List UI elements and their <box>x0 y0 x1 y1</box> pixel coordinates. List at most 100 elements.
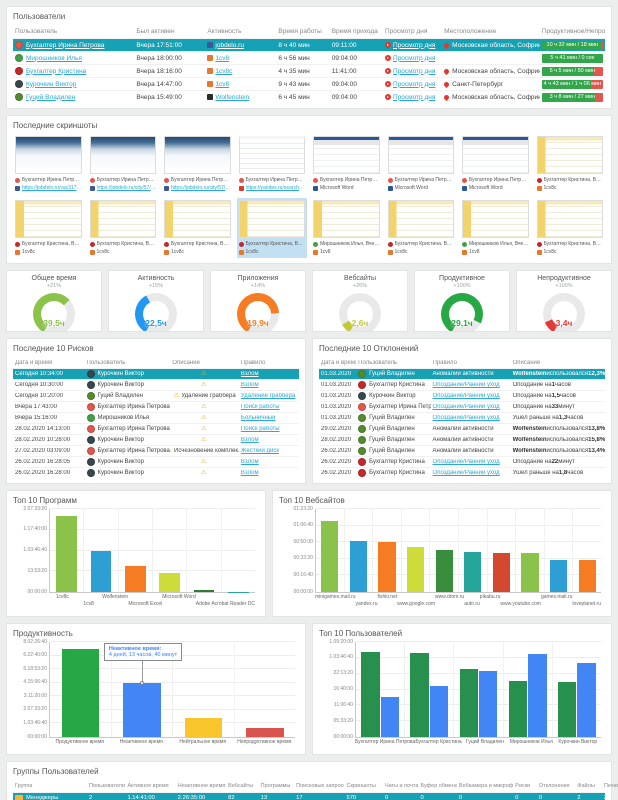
risk-row[interactable]: 28.02.2020 10:28:00 Курочкин Виктор ⚠ Взлом <box>13 434 299 445</box>
bar[interactable] <box>410 653 429 737</box>
deviation-row[interactable]: 26.02.2020 Бухгалтер Кристина Опоздание/Ра… <box>319 467 605 478</box>
activity-link[interactable]: 1cv8 <box>215 54 230 62</box>
screenshot-source-link[interactable]: https://jobdelo.ru/city/57/budge... <box>171 185 231 191</box>
risk-row[interactable]: Вчера 17:43:00 Бухгалтер Ирина Петрова ⚠ По… <box>13 401 299 412</box>
bar[interactable] <box>123 683 161 737</box>
bar[interactable] <box>550 559 568 592</box>
bar[interactable] <box>464 551 482 592</box>
deviation-rule-link[interactable]: Опоздание/Ранний уход <box>432 404 500 410</box>
deviation-rule-link[interactable]: Опоздание/Ранний уход <box>432 382 500 388</box>
screenshot-thumbnail[interactable] <box>238 200 305 238</box>
user-row[interactable]: Бухгалтер Кристина Вчера 18:16:00 1cv8c 4 ч… <box>13 64 605 77</box>
activity-link[interactable]: 1cv8c <box>215 67 233 75</box>
view-day-link[interactable]: Просмотр дня <box>392 93 436 101</box>
user-link[interactable]: Мирошников Илья <box>26 54 82 62</box>
risk-row[interactable]: Сегодня 10:30:00 Курочкин Виктор ⚠ Взлом <box>13 379 299 390</box>
deviation-row[interactable]: 28.02.2020 Гуций Владилен Аномалии активно… <box>319 434 605 445</box>
bar[interactable] <box>124 566 146 592</box>
screenshot-thumbnail[interactable] <box>89 200 156 238</box>
screenshot-card[interactable]: Бухгалтер Кристина, Вчера 16... 1cv8c <box>386 198 457 258</box>
bar[interactable] <box>361 652 380 737</box>
deviation-row[interactable]: 01.03.2020 Гуций Владилен Опоздание/Ранний… <box>319 412 605 423</box>
bar[interactable] <box>61 648 99 737</box>
bar[interactable] <box>56 516 77 592</box>
bar[interactable] <box>349 540 367 592</box>
bar[interactable] <box>508 680 528 737</box>
bar[interactable] <box>407 546 425 592</box>
bar[interactable] <box>378 541 396 592</box>
risk-rule-link[interactable]: Взлом <box>240 470 259 476</box>
risk-row[interactable]: Сегодня 10:20:00 Гуций Владилен ⚠ Удаление … <box>13 390 299 401</box>
deviation-row[interactable]: 01.03.2020 Гуций Владилен Аномалии активно… <box>319 368 605 379</box>
view-day-link[interactable]: Просмотр дня <box>392 54 436 62</box>
risk-rule-link[interactable]: Взлом <box>240 382 259 388</box>
screenshot-thumbnail[interactable] <box>164 200 231 238</box>
screenshot-card[interactable]: Мирошников Илья, Вчера 16... 1cv8 <box>460 198 531 258</box>
user-link[interactable]: Бухгалтер Ирина Петрова <box>26 41 105 49</box>
screenshot-thumbnail[interactable] <box>462 200 529 238</box>
user-row[interactable]: Бухгалтер Ирина Петрова Вчера 17:51:00 job… <box>13 38 605 51</box>
deviation-rule-link[interactable]: Опоздание/Ранний уход <box>432 393 500 399</box>
bar[interactable] <box>459 668 478 737</box>
risk-rule-link[interactable]: Поиск работы <box>240 404 280 410</box>
view-day-link[interactable]: Просмотр дня <box>392 80 436 88</box>
view-day-link[interactable]: Просмотр дня <box>392 67 436 75</box>
bar[interactable] <box>159 572 180 592</box>
bar[interactable] <box>429 685 449 737</box>
bar[interactable] <box>193 589 215 592</box>
deviation-rule-link[interactable]: Опоздание/Ранний уход <box>432 415 500 421</box>
bar[interactable] <box>578 559 596 592</box>
activity-link[interactable]: 1cv8 <box>215 80 230 88</box>
bar[interactable] <box>380 697 399 737</box>
deviation-row[interactable]: 01.03.2020 Бухгалтер Кристина Опоздание/Ра… <box>319 379 605 390</box>
deviation-row[interactable]: 29.02.2020 Гуций Владилен Аномалии активно… <box>319 423 605 434</box>
user-row[interactable]: Курочкин Виктор Вчера 14:47:00 1cv8 9 ч 43 … <box>13 77 605 90</box>
screenshot-thumbnail[interactable] <box>89 136 156 174</box>
screenshot-thumbnail[interactable] <box>387 200 454 238</box>
screenshot-card[interactable]: Бухгалтер Кристина, Вчера 17... 1cv8c <box>535 134 606 194</box>
risk-row[interactable]: 26.02.2020 16:28:05 Курочкин Виктор ⚠ Взлом <box>13 456 299 467</box>
deviation-row[interactable]: 01.03.2020 Курочкин Виктор Опоздание/Ранни… <box>319 390 605 401</box>
screenshot-card[interactable]: Бухгалтер Ирина Петрова, Вч... https://jo… <box>88 134 159 194</box>
bar[interactable] <box>435 549 453 592</box>
screenshot-card[interactable]: Бухгалтер Кристина, Вчера 16... 1cv8c <box>535 198 606 258</box>
screenshot-thumbnail[interactable] <box>387 136 454 174</box>
screenshot-card[interactable]: Бухгалтер Ирина Петрова, Вч... https://jo… <box>13 134 84 194</box>
screenshot-source-link[interactable]: https://yandex.ru/search/?lr=10... <box>245 185 306 191</box>
activity-link[interactable]: Wolfenstein <box>215 93 250 101</box>
risk-rule-link[interactable]: Поиск работы <box>240 426 280 432</box>
bar[interactable] <box>492 552 510 592</box>
screenshot-card[interactable]: Бухгалтер Ирина Петрова, Вч... https://ya… <box>237 134 308 194</box>
screenshot-source-link[interactable]: https://jobdelo.ru/vac31763.html <box>22 185 82 191</box>
screenshot-thumbnail[interactable] <box>164 136 231 174</box>
risk-rule-link[interactable]: Жесткий диск <box>240 448 279 454</box>
screenshot-card[interactable]: Бухгалтер Ирина Петрова, Вч... https://jo… <box>162 134 233 194</box>
deviation-row[interactable]: 26.02.2020 Бухгалтер Кристина Опоздание/Ра… <box>319 456 605 467</box>
user-link[interactable]: Бухгалтер Кристина <box>26 67 87 75</box>
bar[interactable] <box>184 718 222 737</box>
risk-rule-link[interactable]: Взлом <box>240 459 259 465</box>
user-row[interactable]: Мирошников Илья Вчера 18:00:00 1cv8 6 ч 56 … <box>13 51 605 64</box>
group-row[interactable]: Менеджеры 2 1.14:41:00 2.26:35:00 82 13 17 570 0… <box>13 791 607 800</box>
screenshot-card[interactable]: Бухгалтер Ирина Петрова, Вч... Microsoft … <box>386 134 457 194</box>
user-row[interactable]: Гуций Владилен Вчера 15:49:00 Wolfenstein 6… <box>13 90 605 103</box>
screenshot-thumbnail[interactable] <box>15 200 82 238</box>
bar[interactable] <box>90 550 112 592</box>
screenshot-card[interactable]: Бухгалтер Кристина, Вчера 17... 1cv8c <box>162 198 233 258</box>
deviation-rule-link[interactable]: Опоздание/Ранний уход <box>432 470 500 476</box>
deviation-row[interactable]: 26.02.2020 Гуций Владилен Аномалии активно… <box>319 445 605 456</box>
screenshot-thumbnail[interactable] <box>536 136 603 174</box>
risk-row[interactable]: 27.02.2020 03:09:00 Бухгалтер Ирина Петро… <box>13 445 299 456</box>
screenshot-thumbnail[interactable] <box>462 136 529 174</box>
risk-row[interactable]: Вчера 15:16:00 Мирошников Илья ⚠ Больничный <box>13 412 299 423</box>
risk-row[interactable]: 26.02.2020 16:28:00 Курочкин Виктор ⚠ Взлом <box>13 467 299 478</box>
user-link[interactable]: Курочкин Виктор <box>26 80 77 88</box>
deviation-rule-link[interactable]: Опоздание/Ранний уход <box>432 459 500 465</box>
risk-rule-link[interactable]: Удаление граббера <box>240 393 296 399</box>
bar[interactable] <box>321 520 339 592</box>
screenshot-card[interactable]: Бухгалтер Кристина, Вчера 17... 1cv8c <box>236 198 307 258</box>
screenshot-thumbnail[interactable] <box>313 200 380 238</box>
risk-row[interactable]: 28.02.2020 14:13:00 Бухгалтер Ирина Петро… <box>13 423 299 434</box>
user-link[interactable]: Гуций Владилен <box>26 93 76 101</box>
